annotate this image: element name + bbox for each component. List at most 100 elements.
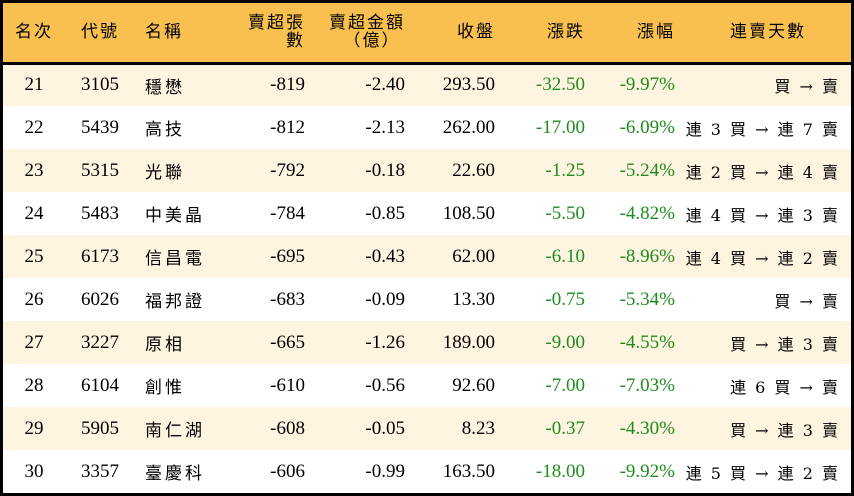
cell-code: 3227 — [81, 331, 119, 353]
cell-net-sell-lots: -819 — [270, 74, 305, 96]
cell-net-sell-amount: -0.05 — [365, 417, 405, 439]
header-code: 代號 — [65, 3, 135, 65]
cell-net-sell-lots: -608 — [270, 417, 305, 439]
net-sell-ranking-table: 名次 代號 名稱 賣超張數 賣超金額 （億） 收盤 漲跌 漲幅 連賣天數 21 … — [3, 3, 851, 493]
header-net-sell-amount-line1: 賣超金額 — [329, 13, 405, 34]
cell-change-pct: -9.92% — [619, 460, 675, 482]
cell-change: -32.50 — [535, 74, 585, 96]
cell-rank: 27 — [24, 331, 44, 353]
header-change-pct: 漲幅 — [595, 3, 685, 65]
cell-rank: 23 — [24, 159, 44, 181]
cell-net-sell-amount: -0.09 — [365, 288, 405, 310]
table-row: 29 5905 南仁湖 -608 -0.05 8.23 -0.37 -4.30%… — [3, 407, 851, 450]
cell-name: 信昌電 — [145, 249, 205, 269]
cell-change-pct: -4.82% — [619, 202, 675, 224]
cell-change: -6.10 — [545, 245, 585, 267]
cell-change-pct: -7.03% — [619, 374, 675, 396]
cell-streak: 買 → 賣 — [774, 291, 839, 311]
cell-name: 高技 — [145, 120, 185, 140]
cell-name: 中美晶 — [145, 206, 205, 226]
cell-code: 5483 — [81, 202, 119, 224]
cell-change: -0.75 — [545, 288, 585, 310]
cell-change-pct: -5.24% — [619, 159, 675, 181]
cell-rank: 26 — [24, 288, 44, 310]
header-close: 收盤 — [415, 3, 505, 65]
cell-close: 189.00 — [442, 331, 495, 353]
cell-change-pct: -5.34% — [619, 288, 675, 310]
cell-net-sell-lots: -606 — [270, 460, 305, 482]
header-row: 名次 代號 名稱 賣超張數 賣超金額 （億） 收盤 漲跌 漲幅 連賣天數 — [3, 3, 851, 65]
cell-change-pct: -9.97% — [619, 74, 675, 96]
cell-net-sell-lots: -812 — [270, 116, 305, 138]
cell-close: 62.00 — [452, 245, 495, 267]
cell-close: 22.60 — [452, 159, 495, 181]
table-row: 23 5315 光聯 -792 -0.18 22.60 -1.25 -5.24%… — [3, 149, 851, 192]
cell-change-pct: -4.30% — [619, 417, 675, 439]
cell-streak: 買 → 連 3 賣 — [730, 420, 839, 440]
cell-change: -5.50 — [545, 202, 585, 224]
cell-name: 穩懋 — [145, 77, 185, 98]
cell-rank: 30 — [24, 460, 44, 482]
cell-rank: 29 — [24, 417, 44, 439]
table-body: 21 3105 穩懋 -819 -2.40 293.50 -32.50 -9.9… — [3, 63, 851, 493]
cell-code: 6173 — [81, 245, 119, 267]
cell-change: -7.00 — [545, 374, 585, 396]
cell-code: 6026 — [81, 288, 119, 310]
cell-net-sell-amount: -0.85 — [365, 202, 405, 224]
cell-streak: 連 4 買 → 連 2 賣 — [685, 248, 839, 268]
cell-rank: 25 — [24, 245, 44, 267]
table-row: 25 6173 信昌電 -695 -0.43 62.00 -6.10 -8.96… — [3, 235, 851, 278]
cell-change-pct: -8.96% — [619, 245, 675, 267]
cell-net-sell-amount: -0.56 — [365, 374, 405, 396]
header-rank: 名次 — [3, 3, 65, 65]
cell-rank: 22 — [24, 116, 44, 138]
cell-close: 13.30 — [452, 288, 495, 310]
cell-streak: 買 → 連 3 賣 — [730, 334, 839, 354]
cell-net-sell-lots: -695 — [270, 245, 305, 267]
cell-net-sell-amount: -0.43 — [365, 245, 405, 267]
cell-code: 5439 — [81, 116, 119, 138]
cell-streak: 連 5 買 → 連 2 賣 — [685, 463, 839, 483]
cell-code: 3357 — [81, 460, 119, 482]
cell-name: 光聯 — [145, 163, 185, 183]
cell-close: 163.50 — [442, 460, 495, 482]
table-row: 28 6104 創惟 -610 -0.56 92.60 -7.00 -7.03%… — [3, 364, 851, 407]
cell-code: 3105 — [81, 74, 119, 96]
cell-name: 福邦證 — [145, 292, 205, 312]
table-row: 27 3227 原相 -665 -1.26 189.00 -9.00 -4.55… — [3, 321, 851, 364]
cell-close: 108.50 — [442, 202, 495, 224]
cell-close: 8.23 — [461, 417, 495, 439]
cell-change: -17.00 — [535, 116, 585, 138]
cell-change: -18.00 — [535, 460, 585, 482]
cell-code: 5905 — [81, 417, 119, 439]
cell-net-sell-lots: -610 — [270, 374, 305, 396]
header-net-sell-lots: 賣超張數 — [235, 3, 315, 65]
cell-streak: 買 → 賣 — [774, 77, 839, 97]
cell-net-sell-lots: -792 — [270, 159, 305, 181]
cell-net-sell-amount: -2.13 — [365, 116, 405, 138]
table-row: 22 5439 高技 -812 -2.13 262.00 -17.00 -6.0… — [3, 106, 851, 149]
cell-close: 92.60 — [452, 374, 495, 396]
cell-name: 原相 — [145, 335, 185, 355]
cell-streak: 連 4 買 → 連 3 賣 — [685, 205, 839, 225]
cell-net-sell-lots: -683 — [270, 288, 305, 310]
cell-close: 262.00 — [442, 116, 495, 138]
cell-rank: 28 — [24, 374, 44, 396]
cell-net-sell-amount: -0.99 — [365, 460, 405, 482]
header-change: 漲跌 — [505, 3, 595, 65]
cell-change: -1.25 — [545, 159, 585, 181]
header-net-sell-amount: 賣超金額 （億） — [315, 3, 415, 65]
cell-change-pct: -4.55% — [619, 331, 675, 353]
cell-name: 南仁湖 — [145, 421, 205, 441]
cell-net-sell-amount: -0.18 — [365, 159, 405, 181]
cell-streak: 連 2 買 → 連 4 賣 — [685, 162, 839, 182]
cell-rank: 24 — [24, 202, 44, 224]
cell-code: 5315 — [81, 159, 119, 181]
table-header: 名次 代號 名稱 賣超張數 賣超金額 （億） 收盤 漲跌 漲幅 連賣天數 — [3, 3, 851, 65]
cell-streak: 連 6 買 → 賣 — [730, 377, 839, 397]
header-net-sell-amount-unit: （億） — [343, 31, 401, 52]
cell-change: -0.37 — [545, 417, 585, 439]
cell-rank: 21 — [24, 74, 44, 96]
table-row: 21 3105 穩懋 -819 -2.40 293.50 -32.50 -9.9… — [3, 63, 851, 106]
